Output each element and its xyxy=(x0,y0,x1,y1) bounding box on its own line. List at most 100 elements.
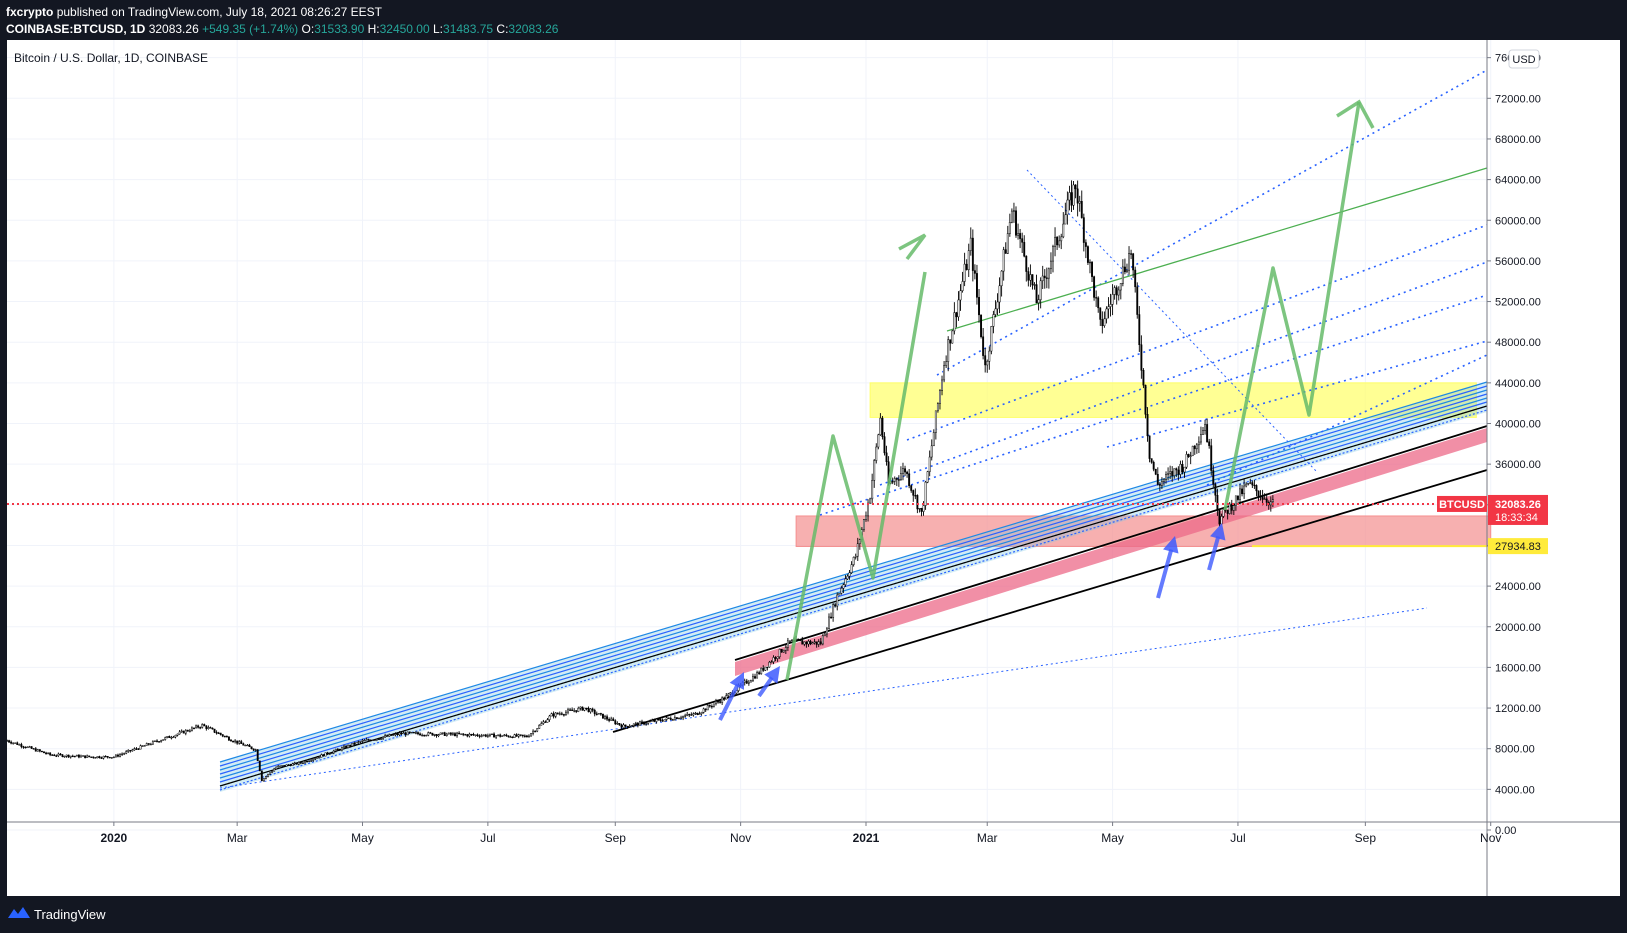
candle-body xyxy=(384,735,387,738)
candle-body xyxy=(423,734,426,737)
candle-body xyxy=(45,752,47,754)
candle-body xyxy=(1216,494,1219,511)
candle-body xyxy=(355,742,358,745)
currency-button[interactable]: USD xyxy=(1508,49,1540,69)
zones-layer xyxy=(795,382,1492,547)
candle-body xyxy=(184,730,187,734)
candle-body xyxy=(867,502,869,517)
candle-body xyxy=(63,756,66,758)
candle-body xyxy=(1054,236,1056,247)
candle-body xyxy=(1078,200,1081,204)
price-chart[interactable]: 0.00 4000.00 8000.00 12000.00 16000.00 20000.… xyxy=(6,40,1620,896)
candle-body xyxy=(877,434,880,448)
candle-body xyxy=(620,724,623,728)
candle-body xyxy=(57,753,60,756)
candle-body xyxy=(1208,441,1211,446)
candle-body xyxy=(84,755,87,758)
price-tag-bg xyxy=(1488,494,1548,525)
y-tick-label: 52000.00 xyxy=(1495,297,1541,309)
candle-body xyxy=(1072,184,1075,206)
tradingview-logo-icon[interactable] xyxy=(7,904,31,920)
candle-body xyxy=(597,713,600,715)
candle-body xyxy=(610,718,613,721)
candle-body xyxy=(538,725,541,729)
candle-body xyxy=(638,721,641,726)
candle-body xyxy=(406,731,409,736)
candle-body xyxy=(219,732,222,735)
y-tick-label: 16000.00 xyxy=(1495,662,1541,674)
y-tick-label: 56000.00 xyxy=(1495,256,1541,268)
candle-body xyxy=(665,717,668,720)
candle-body xyxy=(388,734,391,737)
candle-body xyxy=(801,640,804,645)
brand-name[interactable]: TradingView xyxy=(34,907,106,922)
candle-body xyxy=(936,403,939,412)
candle-body xyxy=(885,452,888,462)
y-tick-label: 40000.00 xyxy=(1495,419,1541,431)
candle-body xyxy=(1179,463,1182,475)
candle-body xyxy=(164,737,167,740)
candle-body xyxy=(575,710,578,712)
candle-body xyxy=(1257,490,1260,497)
candle-body xyxy=(1165,474,1167,480)
candle-body xyxy=(316,757,319,759)
candle-body xyxy=(330,752,333,755)
candle-body xyxy=(478,735,481,737)
candle-body xyxy=(203,724,206,727)
candle-body xyxy=(1245,483,1248,487)
candle-body xyxy=(951,330,954,344)
candle-body xyxy=(630,725,633,727)
candle-body xyxy=(825,628,828,635)
candle-body xyxy=(32,748,35,750)
support-line-bottom xyxy=(612,469,1488,733)
candle-body xyxy=(678,717,680,720)
candle-body xyxy=(1183,466,1186,473)
candle-body xyxy=(879,417,882,436)
candle-body xyxy=(967,250,970,270)
candle-body xyxy=(953,312,956,332)
candle-body xyxy=(176,733,179,736)
horizontal-lines-layer xyxy=(7,502,1487,548)
author-name[interactable]: fxcrypto xyxy=(6,5,54,19)
candle-body xyxy=(982,336,985,356)
candle-body xyxy=(373,739,376,741)
candle-body xyxy=(1247,483,1250,485)
candle-body xyxy=(53,754,56,757)
candle-body xyxy=(267,773,269,777)
projection-arrowhead xyxy=(898,233,927,261)
candle-body xyxy=(616,723,619,725)
candle-body xyxy=(926,471,929,483)
candle-body xyxy=(246,744,249,747)
y-tick-label: 48000.00 xyxy=(1495,337,1541,349)
candle-body xyxy=(1056,236,1059,246)
level-tag-bg xyxy=(1488,538,1548,555)
candle-body xyxy=(939,390,941,404)
candle-body xyxy=(764,666,767,671)
candle-body xyxy=(112,756,115,759)
chart-area[interactable]: 0.00 4000.00 8000.00 12000.00 16000.00 20000.… xyxy=(6,40,1620,896)
candle-body xyxy=(1148,435,1151,459)
candle-body xyxy=(1230,503,1233,511)
candle-body xyxy=(542,721,545,724)
candle-body xyxy=(1082,217,1085,243)
candle-body xyxy=(881,417,884,437)
candle-body xyxy=(784,647,787,651)
candle-body xyxy=(653,720,656,722)
candle-body xyxy=(497,734,500,736)
candle-body xyxy=(22,746,25,748)
candle-body xyxy=(715,701,717,705)
candle-body xyxy=(1025,255,1028,272)
candle-body xyxy=(521,734,524,737)
candle-body xyxy=(534,730,537,733)
candle-body xyxy=(1002,249,1005,272)
candle-body xyxy=(439,732,442,735)
candle-body xyxy=(844,578,847,585)
candle-body xyxy=(1271,499,1274,503)
x-tick-label: Jul xyxy=(1230,831,1245,845)
candle-body xyxy=(464,734,467,736)
footer-bar: TradingView xyxy=(0,896,1627,933)
candle-body xyxy=(581,706,584,711)
candle-body xyxy=(595,713,598,715)
candle-body xyxy=(143,745,146,747)
candle-body xyxy=(571,709,574,711)
